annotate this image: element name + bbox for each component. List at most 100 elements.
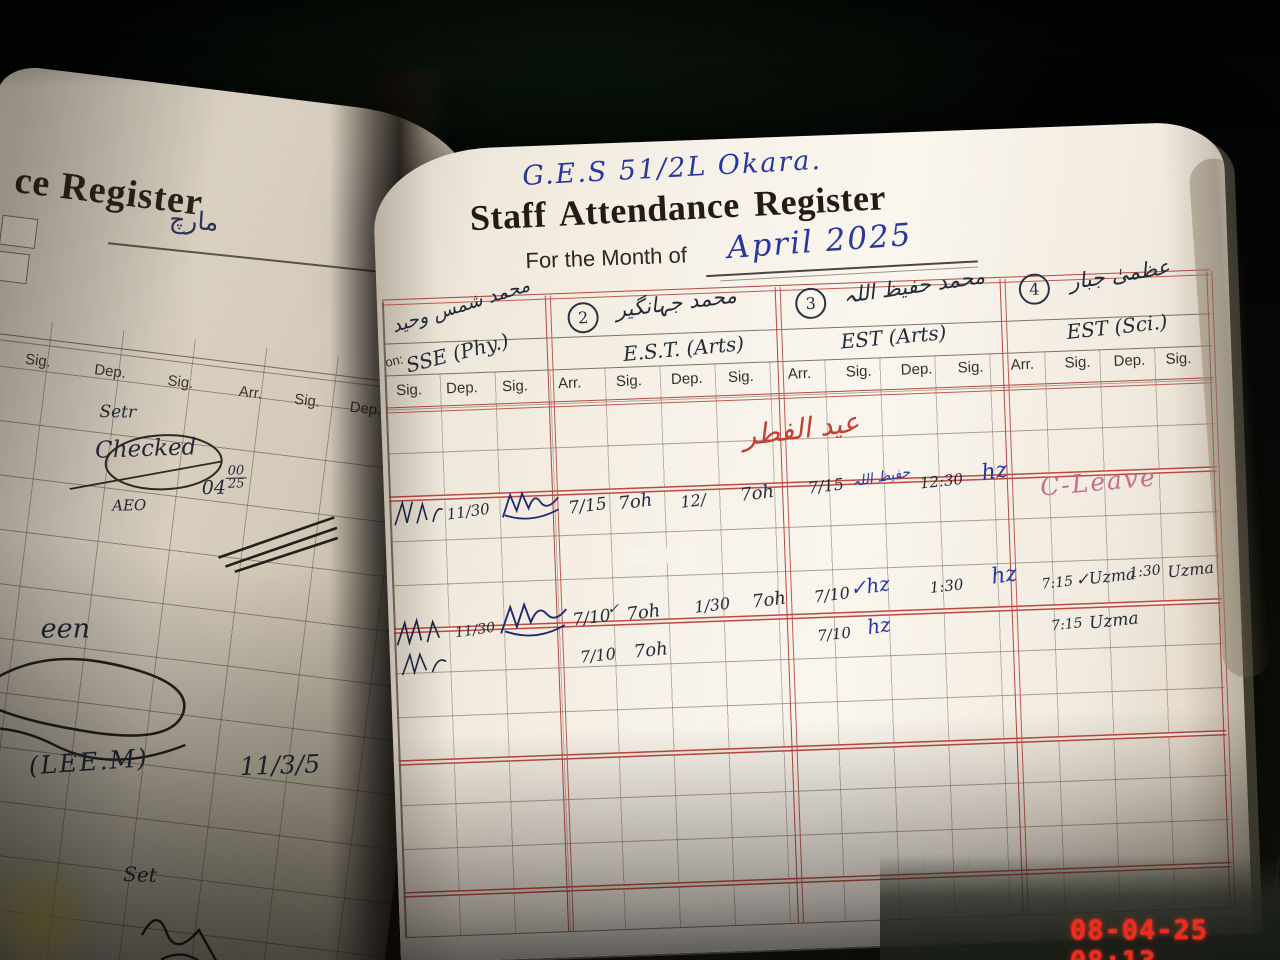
col-header: Sig. (395, 381, 423, 400)
signature-flourish (0, 657, 186, 761)
signature-entry: 7oh (617, 489, 654, 515)
signature-urdu: حفیظ اللہ (850, 464, 912, 491)
month-label: For the Month of (525, 242, 688, 274)
staff-number-circle: 2 (567, 301, 600, 334)
departure-entry: 1/30 (693, 593, 732, 617)
camera-timestamp: 08-04-25 08:13 (1070, 915, 1209, 960)
date-fraction: 04 00 25 (201, 463, 247, 500)
signature-initials: ✓hz (848, 571, 891, 600)
signature-initials: hz (989, 561, 1019, 590)
col-header: Sig. (1165, 349, 1192, 368)
staff-designation: E.S.T. (Arts) (621, 331, 745, 366)
signature-entry: 7oh (625, 600, 662, 626)
left-page-header-rule (0, 329, 455, 397)
signature-name: Uzma (1088, 608, 1140, 634)
page-stack-edge (1187, 156, 1273, 680)
page-title: Staff Attendance Register (468, 177, 887, 239)
tick-mark: ✓ (607, 601, 620, 618)
col-header: Sig. (1064, 353, 1091, 372)
col-header: Dep. (900, 360, 933, 379)
month-value-handwritten: April 2025 (725, 216, 914, 267)
set-note: Set (122, 861, 158, 888)
left-page: ce Register مارچ Sig. Dep. Sig. Arr. Sig… (0, 63, 488, 960)
staff-name-urdu: عظمیٰ جبار (1067, 254, 1172, 295)
signature-entry: 7oh (750, 587, 788, 613)
signature-entry: 7oh (632, 638, 669, 663)
staff-name-urdu: محمد حفیظ اللہ (841, 264, 987, 309)
signature-name: ✓Uzma (1075, 564, 1137, 589)
arrival-entry: 7:15 (1040, 573, 1074, 593)
col-header: Sig. (957, 358, 984, 377)
staff-name-urdu: محمد جہانگیر (614, 283, 738, 323)
signature-initials: hz (979, 457, 1009, 486)
staff-designation: EST (Arts) (839, 320, 948, 354)
arrival-entry: 7/10 (812, 583, 851, 607)
fraction-top: 00 (225, 463, 247, 479)
left-col-header: Sig. (293, 390, 322, 411)
left-margin-box (0, 214, 39, 249)
designation-header-rule (384, 345, 1213, 377)
col-header: Dep. (445, 379, 479, 398)
signature-scribble (502, 491, 560, 520)
col-header: Dep. (1113, 351, 1146, 370)
signature-name: Uzma (1166, 557, 1215, 582)
left-page-month-underline (107, 242, 379, 273)
signature-entry: 7oh (739, 480, 776, 506)
signature-initials: hz (865, 612, 893, 640)
table-right-rule (1206, 271, 1236, 907)
fraction-bottom: 25 (227, 476, 245, 492)
left-col-header: Dep. (348, 398, 383, 420)
left-page-month-urdu: مارچ (168, 204, 220, 237)
table-surface-corner (0, 850, 105, 960)
arrival-entry: 7/15 (806, 474, 845, 498)
month-underline (706, 260, 978, 278)
eid-holiday-note-urdu: عید الفطر (740, 405, 862, 453)
designation-prefix: on: (383, 351, 405, 371)
time-entry: 11/30 (454, 619, 497, 642)
col-header: Sig. (727, 368, 755, 386)
staff-number-circle: 3 (794, 287, 827, 320)
col-header: Sig. (501, 377, 529, 396)
table-row-rules (385, 379, 1233, 939)
departure-entry: 1:30 (928, 575, 965, 597)
tick-mark: ✓ (848, 574, 869, 601)
staff-name-urdu: محمد شمس وحید (389, 274, 533, 338)
block-separator (999, 278, 1029, 915)
table-left-rule (381, 301, 408, 938)
col-header: Arr. (557, 374, 582, 393)
signature-scribble (394, 500, 443, 526)
arrival-entry: 7:15 (1050, 615, 1084, 635)
checked-signature: Checked (94, 434, 197, 464)
time-entry: 11/30 (445, 499, 491, 524)
col-header: Sig. (845, 362, 872, 381)
strike-lines-scribble (218, 516, 339, 573)
col-header: Arr. (1010, 355, 1035, 374)
arrival-entry: 7/10 (579, 644, 617, 667)
left-page-shadow (0, 63, 488, 960)
tick-mark: ✓ (1074, 569, 1090, 590)
signature-scribble (401, 652, 447, 676)
fraction-whole: 04 (201, 476, 227, 500)
left-col-header: Arr. (237, 382, 264, 403)
staff-designation: SSE (Phy.) (403, 328, 512, 378)
signature-scribble (396, 617, 441, 646)
header-bottom-rule (385, 377, 1214, 414)
departure-entry: 1:30 (1128, 562, 1162, 582)
signature-text: hz (864, 571, 892, 599)
staff-number-circle: 4 (1018, 273, 1051, 306)
handwritten-note: Setr (99, 401, 137, 423)
block-separator (774, 286, 804, 923)
casual-leave-note: C-Leave (1038, 462, 1158, 502)
block-separator (544, 295, 575, 932)
left-page-vertical-rules (0, 312, 438, 960)
left-col-header: Sig. (166, 372, 195, 393)
col-header: Sig. (615, 372, 643, 391)
school-heading-handwritten: G.E.S 51/2L Okara. (521, 144, 823, 192)
table-column-rules (384, 345, 1233, 938)
bottom-scribble (140, 919, 219, 960)
departure-entry: 12/ (679, 489, 708, 512)
left-margin-box (0, 249, 31, 285)
signature-name-end: een (40, 613, 90, 645)
col-header: Dep. (670, 369, 703, 389)
